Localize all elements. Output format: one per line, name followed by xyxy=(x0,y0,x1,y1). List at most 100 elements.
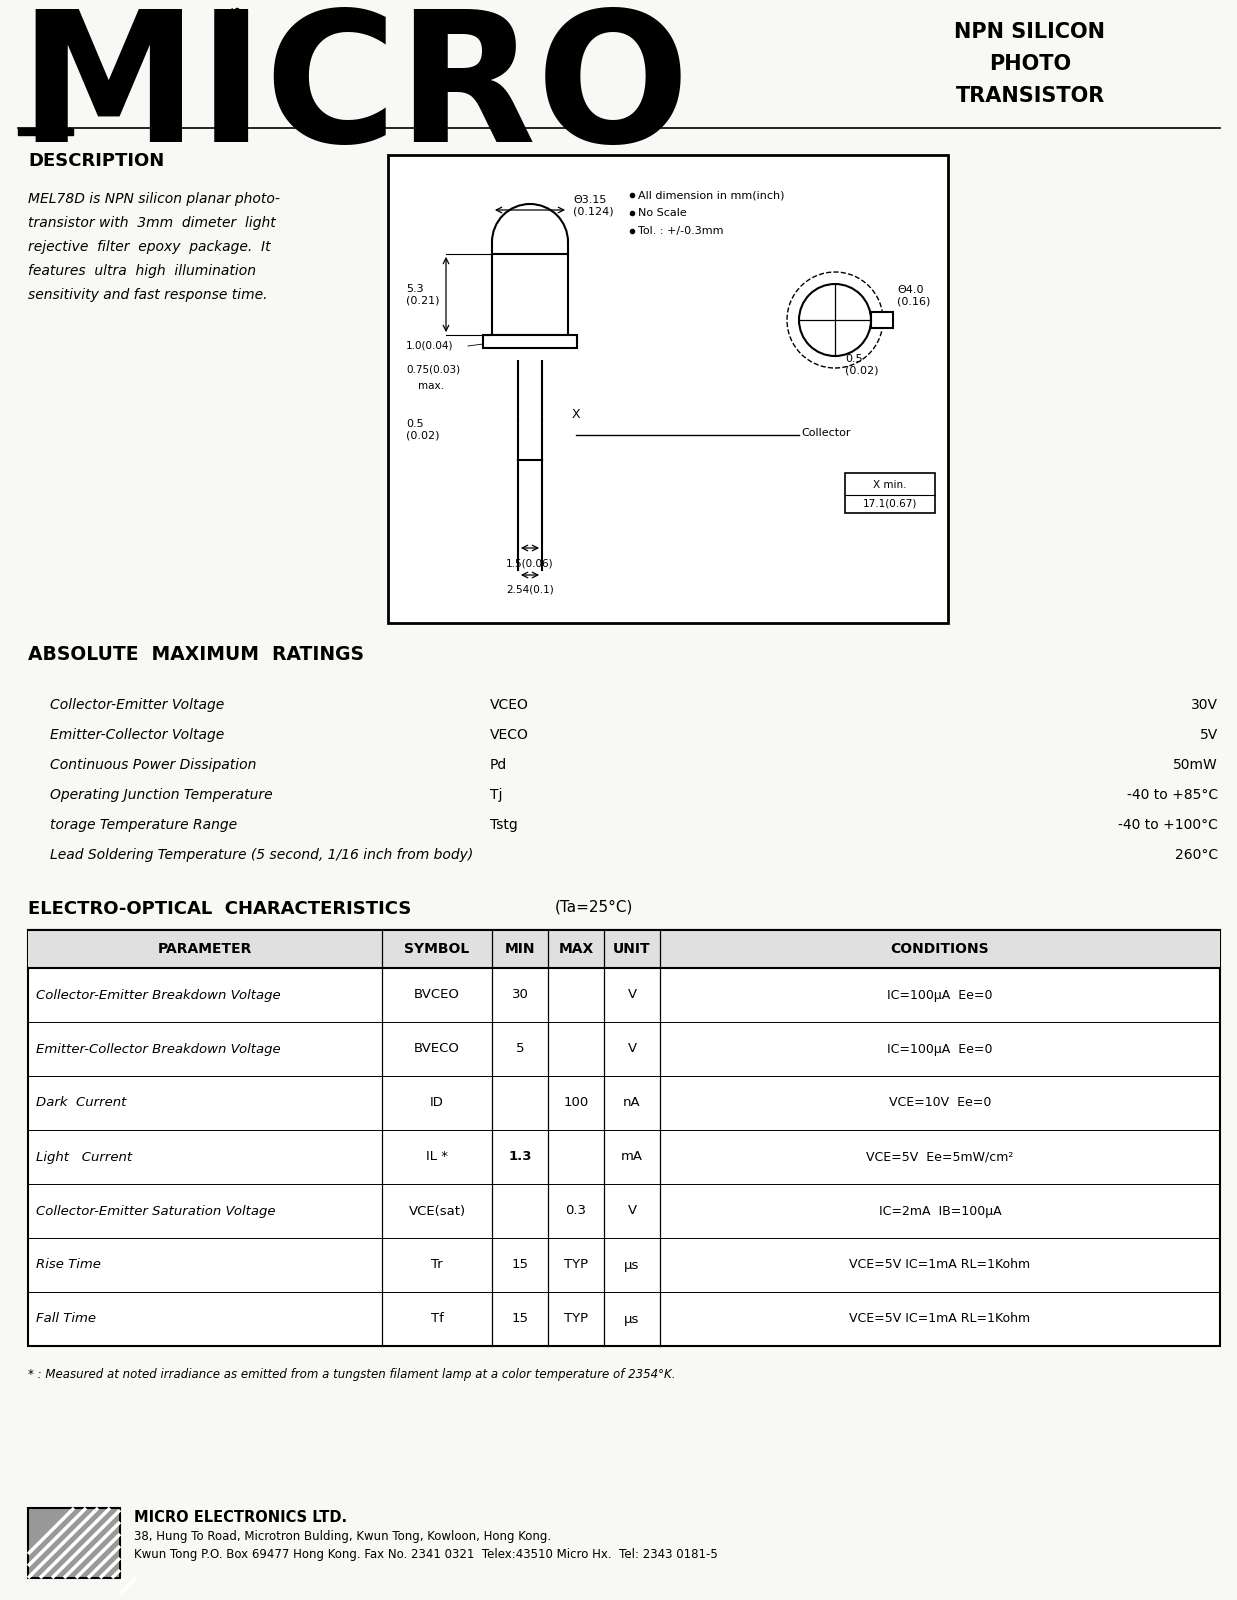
Text: V: V xyxy=(627,1043,637,1056)
Text: Rise Time: Rise Time xyxy=(36,1259,101,1272)
Text: Fall Time: Fall Time xyxy=(36,1312,96,1325)
Text: Continuous Power Dissipation: Continuous Power Dissipation xyxy=(49,758,256,773)
Text: 260°C: 260°C xyxy=(1175,848,1218,862)
Text: 17.1(0.67): 17.1(0.67) xyxy=(863,499,917,509)
Text: sensitivity and fast response time.: sensitivity and fast response time. xyxy=(28,288,267,302)
Text: (Ta=25°C): (Ta=25°C) xyxy=(555,899,633,915)
Text: NPN SILICON: NPN SILICON xyxy=(955,22,1106,42)
Text: Tr: Tr xyxy=(432,1259,443,1272)
Text: ABSOLUTE  MAXIMUM  RATINGS: ABSOLUTE MAXIMUM RATINGS xyxy=(28,645,364,664)
Text: nA: nA xyxy=(623,1096,641,1109)
Text: * : Measured at noted irradiance as emitted from a tungsten filament lamp at a c: * : Measured at noted irradiance as emit… xyxy=(28,1368,675,1381)
Text: No Scale: No Scale xyxy=(638,208,687,218)
Text: 30: 30 xyxy=(512,989,528,1002)
Text: PHOTO: PHOTO xyxy=(988,54,1071,74)
Text: -40 to +100°C: -40 to +100°C xyxy=(1118,818,1218,832)
Bar xyxy=(28,930,1220,968)
Text: IC=100μA  Ee=0: IC=100μA Ee=0 xyxy=(887,989,993,1002)
Text: IC=100μA  Ee=0: IC=100μA Ee=0 xyxy=(887,1043,993,1056)
Text: Collector-Emitter Breakdown Voltage: Collector-Emitter Breakdown Voltage xyxy=(36,989,281,1002)
Text: 0.5
(0.02): 0.5 (0.02) xyxy=(406,419,439,440)
Text: Pd: Pd xyxy=(490,758,507,773)
Text: VCEO: VCEO xyxy=(490,698,529,712)
Text: 5.3
(0.21): 5.3 (0.21) xyxy=(406,283,439,306)
Bar xyxy=(492,254,568,334)
Text: VECO: VECO xyxy=(490,728,529,742)
Text: Tol. : +/-0.3mm: Tol. : +/-0.3mm xyxy=(638,226,724,235)
Text: rejective  filter  epoxy  package.  It: rejective filter epoxy package. It xyxy=(28,240,271,254)
Text: 0.3: 0.3 xyxy=(565,1205,586,1218)
Text: MICRO ELECTRONICS LTD.: MICRO ELECTRONICS LTD. xyxy=(134,1510,348,1525)
Text: 30V: 30V xyxy=(1191,698,1218,712)
Text: V: V xyxy=(627,989,637,1002)
Text: 38, Hung To Road, Microtron Bulding, Kwun Tong, Kowloon, Hong Kong.: 38, Hung To Road, Microtron Bulding, Kwu… xyxy=(134,1530,552,1542)
Text: Tf: Tf xyxy=(430,1312,443,1325)
Text: PARAMETER: PARAMETER xyxy=(158,942,252,955)
Text: MAX: MAX xyxy=(558,942,594,955)
Text: μs: μs xyxy=(625,1259,640,1272)
Text: Tstg: Tstg xyxy=(490,818,518,832)
Text: VCE=5V IC=1mA RL=1Kohm: VCE=5V IC=1mA RL=1Kohm xyxy=(850,1259,1030,1272)
Text: Lead Soldering Temperature (5 second, 1/16 inch from body): Lead Soldering Temperature (5 second, 1/… xyxy=(49,848,474,862)
Text: ELECTRONICS: ELECTRONICS xyxy=(230,3,242,101)
Text: TRANSISTOR: TRANSISTOR xyxy=(955,86,1105,106)
Text: V: V xyxy=(627,1205,637,1218)
Text: 0.75(0.03): 0.75(0.03) xyxy=(406,365,460,374)
Text: Light   Current: Light Current xyxy=(36,1150,132,1163)
Text: 1.5(0.06): 1.5(0.06) xyxy=(506,558,554,568)
Text: Dark  Current: Dark Current xyxy=(36,1096,126,1109)
Text: 2.54(0.1): 2.54(0.1) xyxy=(506,586,554,595)
Text: BVCEO: BVCEO xyxy=(414,989,460,1002)
Text: 100: 100 xyxy=(563,1096,589,1109)
Text: Kwun Tong P.O. Box 69477 Hong Kong. Fax No. 2341 0321  Telex:43510 Micro Hx.  Te: Kwun Tong P.O. Box 69477 Hong Kong. Fax … xyxy=(134,1549,717,1562)
Circle shape xyxy=(787,272,883,368)
Bar xyxy=(482,334,576,349)
Text: X: X xyxy=(571,408,580,421)
Text: Collector-Emitter Saturation Voltage: Collector-Emitter Saturation Voltage xyxy=(36,1205,276,1218)
Text: BVECO: BVECO xyxy=(414,1043,460,1056)
Text: -40 to +85°C: -40 to +85°C xyxy=(1127,787,1218,802)
Text: Emitter-Collector Breakdown Voltage: Emitter-Collector Breakdown Voltage xyxy=(36,1043,281,1056)
Bar xyxy=(845,474,935,514)
Text: MEL78D is NPN silicon planar photo-: MEL78D is NPN silicon planar photo- xyxy=(28,192,280,206)
Bar xyxy=(388,155,948,622)
Text: ID: ID xyxy=(430,1096,444,1109)
Text: IL *: IL * xyxy=(426,1150,448,1163)
Text: Collector-Emitter Voltage: Collector-Emitter Voltage xyxy=(49,698,224,712)
Text: torage Temperature Range: torage Temperature Range xyxy=(49,818,238,832)
Text: MIN: MIN xyxy=(505,942,536,955)
Text: VCE(sat): VCE(sat) xyxy=(408,1205,465,1218)
Text: MICRO: MICRO xyxy=(19,3,690,179)
Text: TYP: TYP xyxy=(564,1259,588,1272)
Text: Θ3.15
(0.124): Θ3.15 (0.124) xyxy=(573,195,614,216)
Text: DESCRIPTION: DESCRIPTION xyxy=(28,152,165,170)
Text: transistor with  3mm  dimeter  light: transistor with 3mm dimeter light xyxy=(28,216,276,230)
Text: IC=2mA  IB=100μA: IC=2mA IB=100μA xyxy=(878,1205,1001,1218)
Text: All dimension in mm(inch): All dimension in mm(inch) xyxy=(638,190,784,200)
Text: μs: μs xyxy=(625,1312,640,1325)
Text: UNIT: UNIT xyxy=(614,942,651,955)
Text: TYP: TYP xyxy=(564,1312,588,1325)
Text: CONDITIONS: CONDITIONS xyxy=(891,942,990,955)
Text: features  ultra  high  illumination: features ultra high illumination xyxy=(28,264,256,278)
Text: Operating Junction Temperature: Operating Junction Temperature xyxy=(49,787,272,802)
Bar xyxy=(19,128,73,134)
Text: max.: max. xyxy=(418,381,444,390)
Text: Θ4.0
(0.16): Θ4.0 (0.16) xyxy=(897,285,930,307)
Circle shape xyxy=(799,285,871,357)
Text: 1.0(0.04): 1.0(0.04) xyxy=(406,341,454,350)
Text: mA: mA xyxy=(621,1150,643,1163)
Text: VCE=10V  Ee=0: VCE=10V Ee=0 xyxy=(889,1096,991,1109)
Text: 5V: 5V xyxy=(1200,728,1218,742)
Text: 15: 15 xyxy=(512,1259,528,1272)
Text: 15: 15 xyxy=(512,1312,528,1325)
Text: 50mW: 50mW xyxy=(1173,758,1218,773)
Bar xyxy=(28,1507,120,1578)
Text: Tj: Tj xyxy=(490,787,502,802)
Text: 5: 5 xyxy=(516,1043,524,1056)
Text: Collector: Collector xyxy=(802,427,851,438)
Text: SYMBOL: SYMBOL xyxy=(404,942,470,955)
Text: 0.5
(0.02): 0.5 (0.02) xyxy=(845,354,878,376)
Text: 1.3: 1.3 xyxy=(508,1150,532,1163)
Text: VCE=5V IC=1mA RL=1Kohm: VCE=5V IC=1mA RL=1Kohm xyxy=(850,1312,1030,1325)
